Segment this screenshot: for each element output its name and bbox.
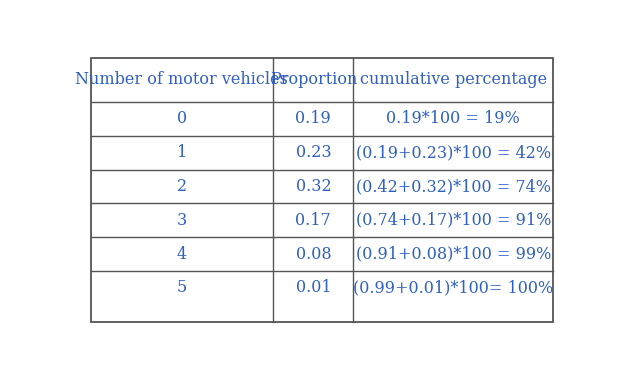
Text: Proportion: Proportion [269, 71, 357, 88]
Text: 0.01: 0.01 [296, 279, 331, 296]
Text: 0.19*100 = 19%: 0.19*100 = 19% [386, 110, 520, 127]
Text: (0.99+0.01)*100= 100%: (0.99+0.01)*100= 100% [353, 279, 553, 296]
Text: (0.42+0.32)*100 = 74%: (0.42+0.32)*100 = 74% [355, 178, 551, 195]
Text: 0.19: 0.19 [295, 110, 331, 127]
Text: 0: 0 [177, 110, 187, 127]
Text: 2: 2 [177, 178, 187, 195]
Text: (0.74+0.17)*100 = 91%: (0.74+0.17)*100 = 91% [355, 212, 551, 229]
Text: 3: 3 [177, 212, 187, 229]
Text: 0.23: 0.23 [296, 144, 331, 161]
Text: cumulative percentage: cumulative percentage [360, 71, 547, 88]
Text: 0.32: 0.32 [296, 178, 331, 195]
Text: 4: 4 [177, 246, 187, 263]
Text: (0.91+0.08)*100 = 99%: (0.91+0.08)*100 = 99% [355, 246, 551, 263]
Text: 0.17: 0.17 [295, 212, 331, 229]
Text: 0.08: 0.08 [296, 246, 331, 263]
Text: 1: 1 [177, 144, 187, 161]
Text: (0.19+0.23)*100 = 42%: (0.19+0.23)*100 = 42% [355, 144, 551, 161]
Text: 5: 5 [177, 279, 187, 296]
Text: Number of motor vehicles: Number of motor vehicles [75, 71, 288, 88]
